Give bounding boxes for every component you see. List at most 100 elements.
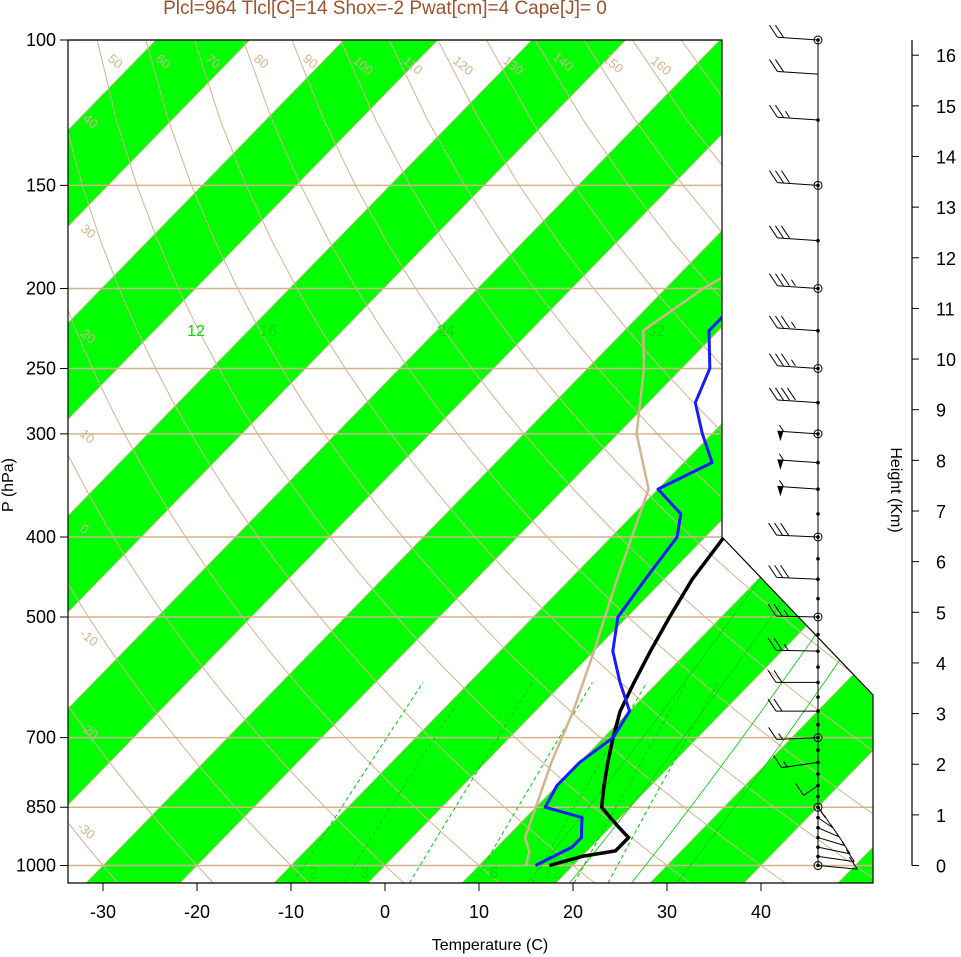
wind-barb-flag <box>769 315 778 329</box>
x-tick-label: -10 <box>278 902 304 922</box>
wind-barb-flag <box>769 387 778 401</box>
x-tick-label: 20 <box>563 902 583 922</box>
height-tick-label: 10 <box>936 350 956 370</box>
isotherm-line <box>68 40 251 228</box>
isotherm-line <box>68 40 815 806</box>
wind-barb-shaft <box>817 865 858 870</box>
dry-adiabat-line <box>242 40 873 815</box>
staff-dot <box>816 632 820 637</box>
wind-barb-flag <box>787 387 796 401</box>
wind-barb-flag <box>781 315 790 329</box>
pressure-tick-label: 150 <box>26 175 56 195</box>
dry-adiabat-line <box>437 40 873 568</box>
mixing-ratio-line <box>409 682 533 883</box>
parcel-trace-line <box>523 187 873 866</box>
wind-barb-flag <box>775 387 784 401</box>
wind-barb-flag <box>775 225 784 239</box>
wind-barb-shaft <box>817 855 855 863</box>
x-tick-label: 30 <box>657 902 677 922</box>
wind-barb-halfflag <box>779 480 784 487</box>
staff-dot <box>816 596 820 601</box>
wind-barb-flag <box>781 387 790 401</box>
isotherm-line <box>68 40 345 324</box>
wind-barb-flag <box>780 522 790 536</box>
wind-barb-shaft <box>777 116 819 121</box>
wind-barb-flag <box>769 353 778 367</box>
isotherm-line <box>68 40 627 613</box>
height-tick-label: 16 <box>936 46 956 66</box>
wind-barb-shaft <box>776 576 819 580</box>
isotherm-line <box>68 40 533 517</box>
height-tick-label: 12 <box>936 249 956 269</box>
wind-barb-shaft <box>777 430 819 435</box>
dry-adiabat-line <box>68 308 500 883</box>
wind-barb-halfflag <box>791 321 796 329</box>
mixing-ratio-label: 12 <box>543 865 561 882</box>
wind-barb-flag <box>775 273 784 287</box>
height-tick-label: 14 <box>936 147 956 167</box>
height-tick-label: 4 <box>936 654 946 674</box>
staff-dot <box>816 794 820 799</box>
wind-barb-flag <box>773 698 783 712</box>
mixing-ratio-label: 16 <box>259 323 277 340</box>
right-margin <box>874 0 961 957</box>
wind-barb-shaft <box>777 237 819 242</box>
wind-barb-shaft <box>817 817 833 828</box>
mixing-ratio-label: 2 <box>309 865 318 882</box>
wind-barb-staff <box>767 25 858 871</box>
wind-barb-flag <box>795 783 805 796</box>
mixing-ratio-labels: 12 16 24 32 2 3 8 12 <box>187 323 665 882</box>
staff-dot <box>816 556 820 561</box>
wind-barb-pennant <box>777 459 784 470</box>
staff-dot <box>816 328 820 333</box>
isotherm-label: 30 <box>78 221 99 242</box>
isotherm-label: 80 <box>251 51 272 72</box>
height-tick-label: 1 <box>936 806 946 826</box>
staff-dot <box>816 748 820 753</box>
wind-barb-flag <box>767 603 777 617</box>
wind-barb-halfflag <box>783 761 789 768</box>
wind-barb-flag <box>774 522 784 536</box>
wind-barb-shaft <box>777 365 819 370</box>
wind-barb-flag <box>775 353 784 367</box>
pressure-tick-label: 500 <box>26 607 56 627</box>
wind-barb-flag <box>768 522 778 536</box>
wind-barb-shaft <box>776 649 819 652</box>
y-axis-label: P (hPa) <box>0 458 17 512</box>
wind-barb-halfflag <box>778 733 784 740</box>
height-axis-label: Height (Km) <box>887 447 904 532</box>
dry-adiabat-line <box>68 583 310 883</box>
wind-barb-flag <box>769 170 778 183</box>
pressure-tick-label: 250 <box>26 359 56 379</box>
pressure-tick-label: 100 <box>26 30 56 50</box>
wind-barb-shaft <box>817 846 851 855</box>
wind-barb-shaft <box>776 615 819 618</box>
wind-barb-flag <box>775 59 784 72</box>
wind-barb-shaft <box>777 36 819 41</box>
mixing-ratio-label: 8 <box>490 865 499 882</box>
isotherm-line <box>68 40 721 710</box>
wind-barb-shaft <box>777 485 819 490</box>
mixing-ratio-label: 3 <box>361 865 370 882</box>
wind-barb-halfflag <box>779 453 784 461</box>
height-tick-label: 0 <box>936 857 946 877</box>
wind-barb-flag <box>773 603 783 617</box>
height-tick-label: 7 <box>936 502 946 522</box>
wind-barb-pennant <box>777 431 784 442</box>
wind-barb-flag <box>781 273 790 287</box>
isotherm-label: 120 <box>450 53 476 78</box>
mixing-ratio-label: 32 <box>647 323 665 340</box>
wind-barb-flag <box>768 727 778 740</box>
wind-barb-halfflag <box>779 424 784 432</box>
wind-barb-flag <box>773 670 783 683</box>
dry-adiabat-line <box>68 130 596 883</box>
mixing-ratio-line <box>607 682 719 883</box>
wind-barb-shaft <box>777 182 819 186</box>
wind-barb-flag <box>781 353 790 367</box>
wind-barb-flag <box>773 755 783 768</box>
isotherm-line <box>555 557 873 883</box>
mixing-ratio-label: 12 <box>187 323 205 340</box>
wind-barb-flag <box>775 105 784 118</box>
mixing-ratio-line <box>342 682 471 883</box>
wind-barb-flag <box>769 225 778 239</box>
